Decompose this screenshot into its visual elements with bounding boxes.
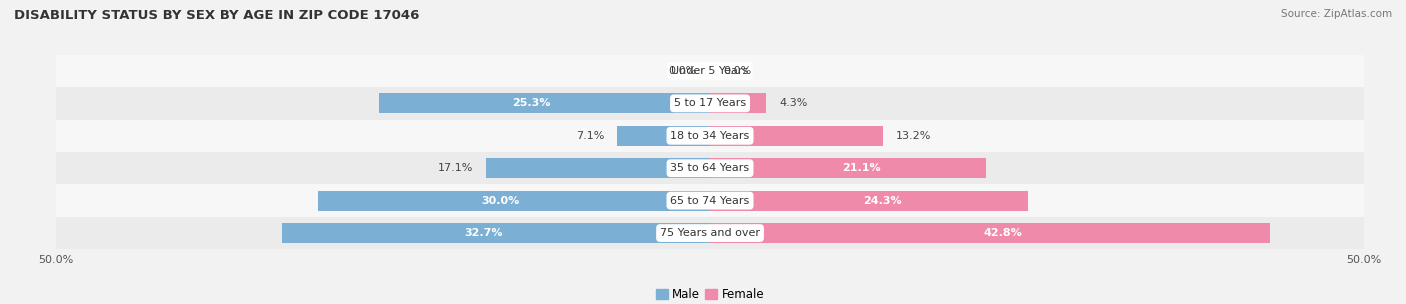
Legend: Male, Female: Male, Female [651, 283, 769, 304]
Bar [380, 93, 710, 113]
Text: 0.0%: 0.0% [669, 66, 697, 76]
Text: 5 to 17 Years: 5 to 17 Years [673, 98, 747, 108]
Bar [56, 185, 1364, 217]
Bar [617, 126, 710, 146]
Text: 13.2%: 13.2% [896, 131, 931, 141]
Text: 17.1%: 17.1% [439, 163, 474, 173]
Bar [56, 152, 1364, 185]
Bar [710, 223, 1270, 243]
Text: 25.3%: 25.3% [512, 98, 551, 108]
Bar [318, 191, 710, 211]
Bar [710, 93, 766, 113]
Bar [710, 191, 1028, 211]
Text: 7.1%: 7.1% [575, 131, 605, 141]
Text: 75 Years and over: 75 Years and over [659, 228, 761, 238]
Text: 65 to 74 Years: 65 to 74 Years [671, 196, 749, 206]
Text: 18 to 34 Years: 18 to 34 Years [671, 131, 749, 141]
Text: 0.0%: 0.0% [723, 66, 751, 76]
Bar [283, 223, 710, 243]
Bar [486, 158, 710, 178]
Text: Under 5 Years: Under 5 Years [672, 66, 748, 76]
Bar [56, 119, 1364, 152]
Text: Source: ZipAtlas.com: Source: ZipAtlas.com [1281, 9, 1392, 19]
Bar [710, 158, 986, 178]
Text: 35 to 64 Years: 35 to 64 Years [671, 163, 749, 173]
Text: DISABILITY STATUS BY SEX BY AGE IN ZIP CODE 17046: DISABILITY STATUS BY SEX BY AGE IN ZIP C… [14, 9, 419, 22]
Bar [56, 55, 1364, 87]
Text: 21.1%: 21.1% [842, 163, 880, 173]
Bar [56, 87, 1364, 119]
Text: 30.0%: 30.0% [482, 196, 520, 206]
Bar [710, 126, 883, 146]
Text: 42.8%: 42.8% [984, 228, 1022, 238]
Text: 4.3%: 4.3% [779, 98, 807, 108]
Text: 32.7%: 32.7% [464, 228, 502, 238]
Text: 24.3%: 24.3% [863, 196, 901, 206]
Bar [56, 217, 1364, 249]
